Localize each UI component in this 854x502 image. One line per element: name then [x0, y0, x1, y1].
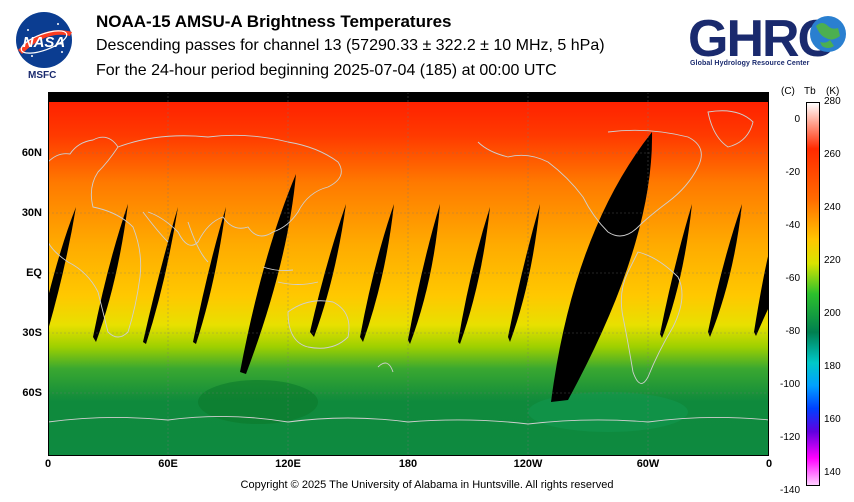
page-title: NOAA-15 AMSU-A Brightness Temperatures	[96, 12, 452, 31]
nasa-logo-text: NASA	[23, 34, 66, 51]
page-subtitle: Descending passes for channel 13 (57290.…	[96, 37, 605, 54]
lon-label: 120W	[513, 458, 543, 470]
colorbar-celsius-label: -120	[779, 431, 800, 443]
nasa-logo: NASA	[14, 10, 74, 70]
lat-label: EQ	[26, 267, 42, 279]
lat-label: 60S	[22, 387, 42, 399]
lon-label: 0	[765, 458, 773, 470]
map-frame	[48, 92, 769, 456]
colorbar-kelvin-label: 160	[824, 413, 841, 425]
period-text: For the 24-hour period beginning 2025-07…	[96, 62, 557, 79]
colorbar-kelvin-label: 180	[824, 360, 841, 372]
lon-label: 60E	[158, 458, 178, 470]
colorbar-celsius-label: -60	[785, 273, 800, 285]
colorbar-header-c: (C)	[781, 86, 795, 97]
swath-gaps	[48, 132, 769, 402]
ghrc-logo: GHRC	[688, 8, 850, 68]
colorbar-header-tb: Tb	[804, 86, 816, 97]
colorbar-kelvin-label: 260	[824, 148, 841, 160]
colorbar-kelvin-label: 220	[824, 254, 841, 266]
lat-label: 60N	[21, 147, 42, 159]
colorbar-kelvin-label: 200	[824, 307, 841, 319]
lat-label: 30N	[21, 207, 42, 219]
copyright-text: Copyright © 2025 The University of Alaba…	[240, 479, 614, 491]
colorbar-kelvin-label: 280	[824, 96, 841, 107]
ghrc-subtitle: Global Hydrology Resource Center	[690, 60, 810, 67]
colorbar-celsius-label: -140	[779, 484, 800, 496]
colorbar-kelvin-label: 140	[824, 466, 841, 478]
brightness-map	[47, 91, 770, 456]
colorbar-celsius-label: -100	[779, 378, 800, 390]
map-grid	[48, 92, 769, 456]
msfc-label: MSFC	[28, 70, 57, 81]
coastlines	[47, 110, 770, 425]
colorbar-kelvin-label: 240	[824, 201, 841, 213]
lon-label: 0	[44, 458, 52, 470]
lon-label: 120E	[275, 458, 301, 470]
colorbar-celsius-label: 0	[794, 114, 800, 126]
colorbar-header-k: (K)	[826, 86, 840, 97]
colorbar-celsius-label: -40	[785, 220, 800, 232]
lat-label: 30S	[22, 327, 42, 339]
colorbar	[806, 102, 820, 486]
lon-label: 60W	[636, 458, 660, 470]
lon-label: 180	[398, 458, 418, 470]
colorbar-celsius-label: -80	[785, 326, 800, 337]
colorbar-celsius-label: -20	[785, 167, 800, 179]
